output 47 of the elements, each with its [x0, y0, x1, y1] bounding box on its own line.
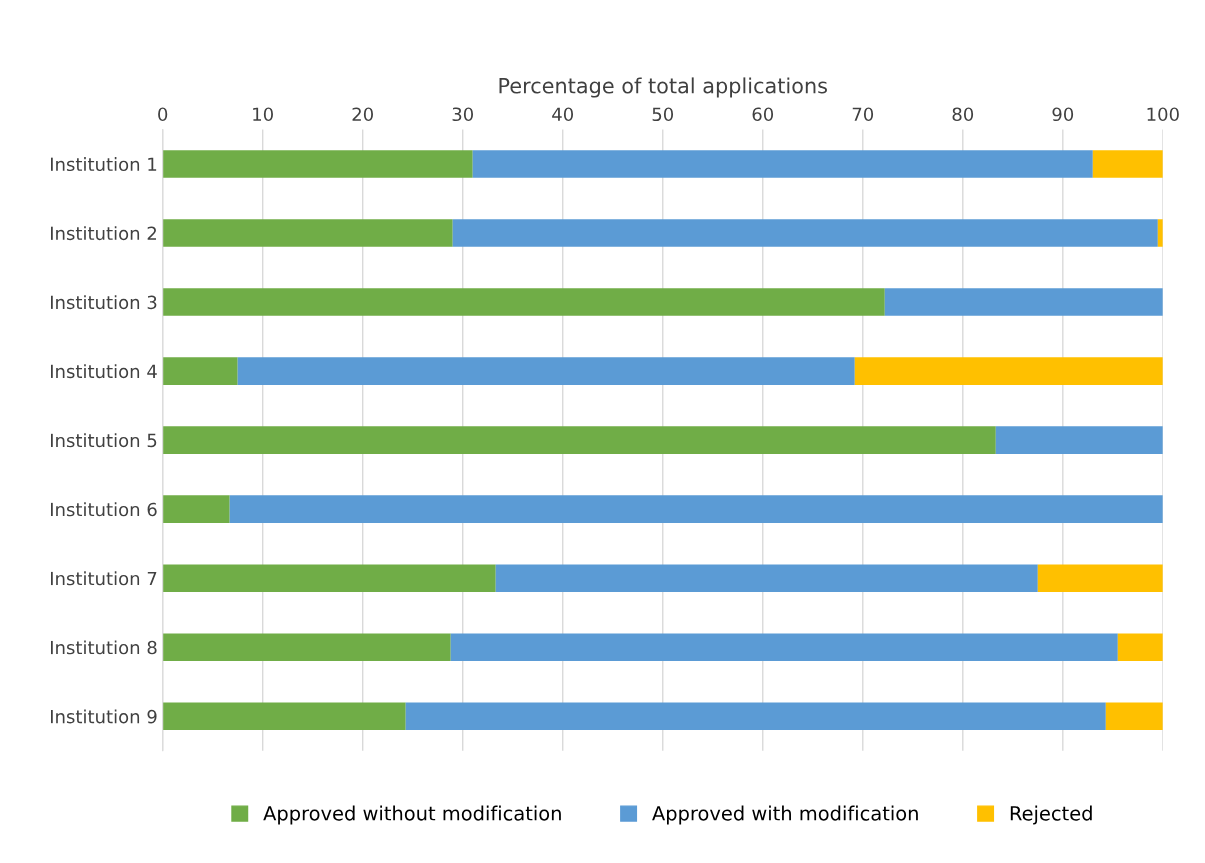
- bar: [495, 564, 1038, 593]
- bar: [1117, 633, 1163, 662]
- bar: [162, 633, 451, 662]
- bar: [1037, 564, 1163, 593]
- x-tick-label: 40: [552, 107, 574, 122]
- y-tick-label: Institution 1: [50, 157, 157, 172]
- x-tick-label: 0: [158, 107, 168, 122]
- bar: [472, 150, 1093, 178]
- x-tick-label: 60: [752, 107, 774, 122]
- bar: [1105, 702, 1163, 731]
- legend-label: Approved without modification: [263, 805, 561, 825]
- y-tick-label: Institution 3: [50, 295, 157, 310]
- bar: [162, 357, 238, 385]
- x-tick-label: 10: [253, 107, 273, 122]
- bar: [162, 702, 406, 731]
- x-tick-label: 80: [952, 107, 974, 122]
- x-axis-title: Percentage of total applications: [499, 77, 827, 98]
- x-tick-label: 90: [1052, 107, 1074, 122]
- bar: [162, 426, 996, 454]
- bar: [237, 357, 855, 385]
- bar: [1092, 150, 1163, 178]
- bar: [162, 150, 473, 178]
- legend-label: Rejected: [1010, 805, 1092, 825]
- y-tick-label: Institution 2: [50, 226, 157, 241]
- bar: [884, 288, 1163, 316]
- bar: [162, 219, 453, 247]
- x-tick-label: 100: [1147, 107, 1179, 122]
- y-tick-label: Institution 9: [50, 709, 157, 724]
- bar: [162, 495, 230, 523]
- y-tick-label: Institution 6: [50, 502, 157, 517]
- legend-label: Approved with modification: [652, 805, 918, 825]
- y-tick-label: Institution 4: [50, 364, 157, 379]
- bar: [450, 633, 1118, 662]
- y-tick-label: Institution 8: [50, 640, 157, 655]
- x-tick-label: 30: [452, 107, 474, 122]
- bar: [854, 357, 1163, 385]
- y-tick-label: Institution 7: [50, 571, 157, 586]
- bar: [995, 426, 1163, 454]
- bar: [162, 564, 496, 593]
- bar: [162, 288, 885, 316]
- bar: [452, 219, 1158, 247]
- x-tick-label: 50: [652, 107, 674, 122]
- y-tick-label: Institution 5: [50, 433, 157, 448]
- bar: [405, 702, 1106, 731]
- bar: [229, 495, 1163, 523]
- x-tick-label: 20: [352, 107, 373, 122]
- x-tick-label: 70: [852, 107, 874, 122]
